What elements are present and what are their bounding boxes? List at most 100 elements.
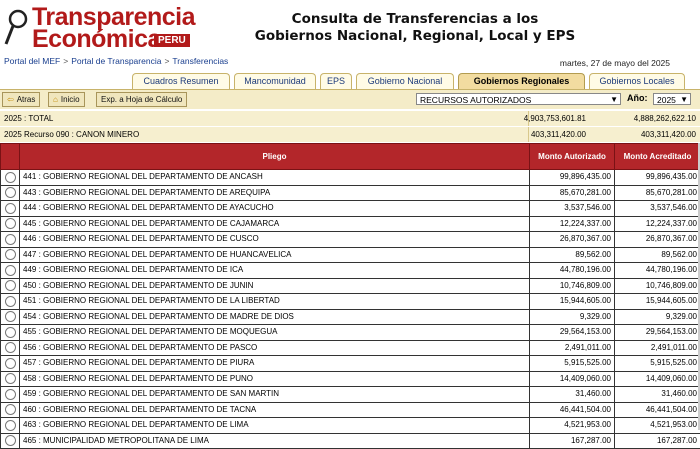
table-row[interactable]: 449 : GOBIERNO REGIONAL DEL DEPARTAMENTO… [1,263,700,279]
row-select-cell[interactable] [1,263,20,279]
resource-type-select[interactable]: RECURSOS AUTORIZADOS▼ [416,93,621,105]
row-select-cell[interactable] [1,278,20,294]
pliego-cell: 455 : GOBIERNO REGIONAL DEL DEPARTAMENTO… [20,325,530,341]
table-row[interactable]: 443 : GOBIERNO REGIONAL DEL DEPARTAMENTO… [1,185,700,201]
monto-autorizado-cell: 85,670,281.00 [530,185,615,201]
row-radio-button[interactable] [5,187,16,198]
table-row[interactable]: 444 : GOBIERNO REGIONAL DEL DEPARTAMENTO… [1,201,700,217]
pliego-cell: 447 : GOBIERNO REGIONAL DEL DEPARTAMENTO… [20,247,530,263]
row-radio-button[interactable] [5,218,16,229]
monto-acreditado-cell: 29,564,153.00 [615,325,700,341]
header-monto-autorizado: Monto Autorizado [530,144,615,170]
row-radio-button[interactable] [5,342,16,353]
back-arrow-icon: ⇦ [7,95,14,104]
row-select-cell[interactable] [1,340,20,356]
row-select-cell[interactable] [1,325,20,341]
row-select-cell[interactable] [1,247,20,263]
table-row[interactable]: 450 : GOBIERNO REGIONAL DEL DEPARTAMENTO… [1,278,700,294]
table-row[interactable]: 456 : GOBIERNO REGIONAL DEL DEPARTAMENTO… [1,340,700,356]
table-row[interactable]: 454 : GOBIERNO REGIONAL DEL DEPARTAMENTO… [1,309,700,325]
breadcrumb-separator: > [164,56,169,66]
year-select[interactable]: 2025▼ [653,93,691,105]
breadcrumb-link-portal-mef[interactable]: Portal del MEF [4,56,60,66]
breadcrumb-link-portal-transparencia[interactable]: Portal de Transparencia [71,56,161,66]
row-select-cell[interactable] [1,371,20,387]
row-radio-button[interactable] [5,280,16,291]
row-select-cell[interactable] [1,232,20,248]
back-button[interactable]: ⇦Atras [2,92,40,107]
row-select-cell[interactable] [1,309,20,325]
monto-acreditado-cell: 2,491,011.00 [615,340,700,356]
table-row[interactable]: 458 : GOBIERNO REGIONAL DEL DEPARTAMENTO… [1,371,700,387]
table-row[interactable]: 455 : GOBIERNO REGIONAL DEL DEPARTAMENTO… [1,325,700,341]
table-row[interactable]: 446 : GOBIERNO REGIONAL DEL DEPARTAMENTO… [1,232,700,248]
table-row[interactable]: 445 : GOBIERNO REGIONAL DEL DEPARTAMENTO… [1,216,700,232]
breadcrumb: Portal del MEF>Portal de Transparencia>T… [4,56,228,66]
row-radio-button[interactable] [5,234,16,245]
row-radio-button[interactable] [5,203,16,214]
row-select-cell[interactable] [1,201,20,217]
table-row[interactable]: 447 : GOBIERNO REGIONAL DEL DEPARTAMENTO… [1,247,700,263]
row-radio-button[interactable] [5,327,16,338]
row-radio-button[interactable] [5,296,16,307]
row-select-cell[interactable] [1,216,20,232]
tab-gobierno-nacional[interactable]: Gobierno Nacional [356,73,454,89]
table-row[interactable]: 457 : GOBIERNO REGIONAL DEL DEPARTAMENTO… [1,356,700,372]
row-select-cell[interactable] [1,387,20,403]
row-select-cell[interactable] [1,294,20,310]
monto-autorizado-cell: 3,537,546.00 [530,201,615,217]
row-radio-button[interactable] [5,373,16,384]
tab-eps[interactable]: EPS [320,73,352,89]
monto-acreditado-cell: 85,670,281.00 [615,185,700,201]
row-select-cell[interactable] [1,402,20,418]
row-radio-button[interactable] [5,389,16,400]
row-select-cell[interactable] [1,356,20,372]
chevron-down-icon: ▼ [610,94,618,106]
toolbar: ⇦Atras ⌂Inicio Exp. a Hoja de Cálculo RE… [0,90,700,109]
row-radio-button[interactable] [5,265,16,276]
home-button[interactable]: ⌂Inicio [48,92,85,107]
table-row[interactable]: 463 : GOBIERNO REGIONAL DEL DEPARTAMENTO… [1,418,700,434]
row-radio-button[interactable] [5,249,16,260]
row-radio-button[interactable] [5,311,16,322]
summary-row-recurso: 2025 Recurso 090 : CANON MINERO 403,311,… [0,127,700,142]
table-row[interactable]: 460 : GOBIERNO REGIONAL DEL DEPARTAMENTO… [1,402,700,418]
monto-acreditado-cell: 10,746,809.00 [615,278,700,294]
breadcrumb-link-transferencias[interactable]: Transferencias [172,56,228,66]
table-header-row: Pliego Monto Autorizado Monto Acreditado [1,144,700,170]
pliego-cell: 443 : GOBIERNO REGIONAL DEL DEPARTAMENTO… [20,185,530,201]
row-radio-button[interactable] [5,420,16,431]
tab-cuadros-resumen[interactable]: Cuadros Resumen [132,73,230,89]
pliego-cell: 441 : GOBIERNO REGIONAL DEL DEPARTAMENTO… [20,170,530,186]
row-select-cell[interactable] [1,433,20,449]
header-pliego: Pliego [20,144,530,170]
row-select-cell[interactable] [1,170,20,186]
table-row[interactable]: 459 : GOBIERNO REGIONAL DEL DEPARTAMENTO… [1,387,700,403]
table-row[interactable]: 441 : GOBIERNO REGIONAL DEL DEPARTAMENTO… [1,170,700,186]
table-row[interactable]: 451 : GOBIERNO REGIONAL DEL DEPARTAMENTO… [1,294,700,310]
row-radio-button[interactable] [5,172,16,183]
tab-gobiernos-regionales[interactable]: Gobiernos Regionales [458,73,585,89]
column-divider [528,127,529,142]
monto-autorizado-cell: 167,287.00 [530,433,615,449]
tab-gobiernos-locales[interactable]: Gobiernos Locales [589,73,685,89]
tab-mancomunidad[interactable]: Mancomunidad [234,73,316,89]
row-radio-button[interactable] [5,404,16,415]
summary-label: 2025 : TOTAL [4,111,53,126]
tab-bar: Cuadros Resumen Mancomunidad EPS Gobiern… [132,73,689,89]
monto-acreditado-cell: 4,521,953.00 [615,418,700,434]
row-select-cell[interactable] [1,418,20,434]
row-select-cell[interactable] [1,185,20,201]
table-row[interactable]: 465 : MUNICIPALIDAD METROPOLITANA DE LIM… [1,433,700,449]
monto-autorizado-cell: 9,329.00 [530,309,615,325]
summary-label: 2025 Recurso 090 : CANON MINERO [4,127,139,142]
pliego-table: Pliego Monto Autorizado Monto Acreditado… [0,143,700,449]
monto-acreditado-cell: 44,780,196.00 [615,263,700,279]
row-radio-button[interactable] [5,358,16,369]
summary-autorizado: 4,903,753,601.81 [524,111,586,126]
row-radio-button[interactable] [5,435,16,446]
pliego-cell: 460 : GOBIERNO REGIONAL DEL DEPARTAMENTO… [20,402,530,418]
transparencia-logo[interactable]: Transparencia Económica PERU [4,4,199,52]
monto-acreditado-cell: 15,944,605.00 [615,294,700,310]
export-spreadsheet-button[interactable]: Exp. a Hoja de Cálculo [96,92,187,107]
